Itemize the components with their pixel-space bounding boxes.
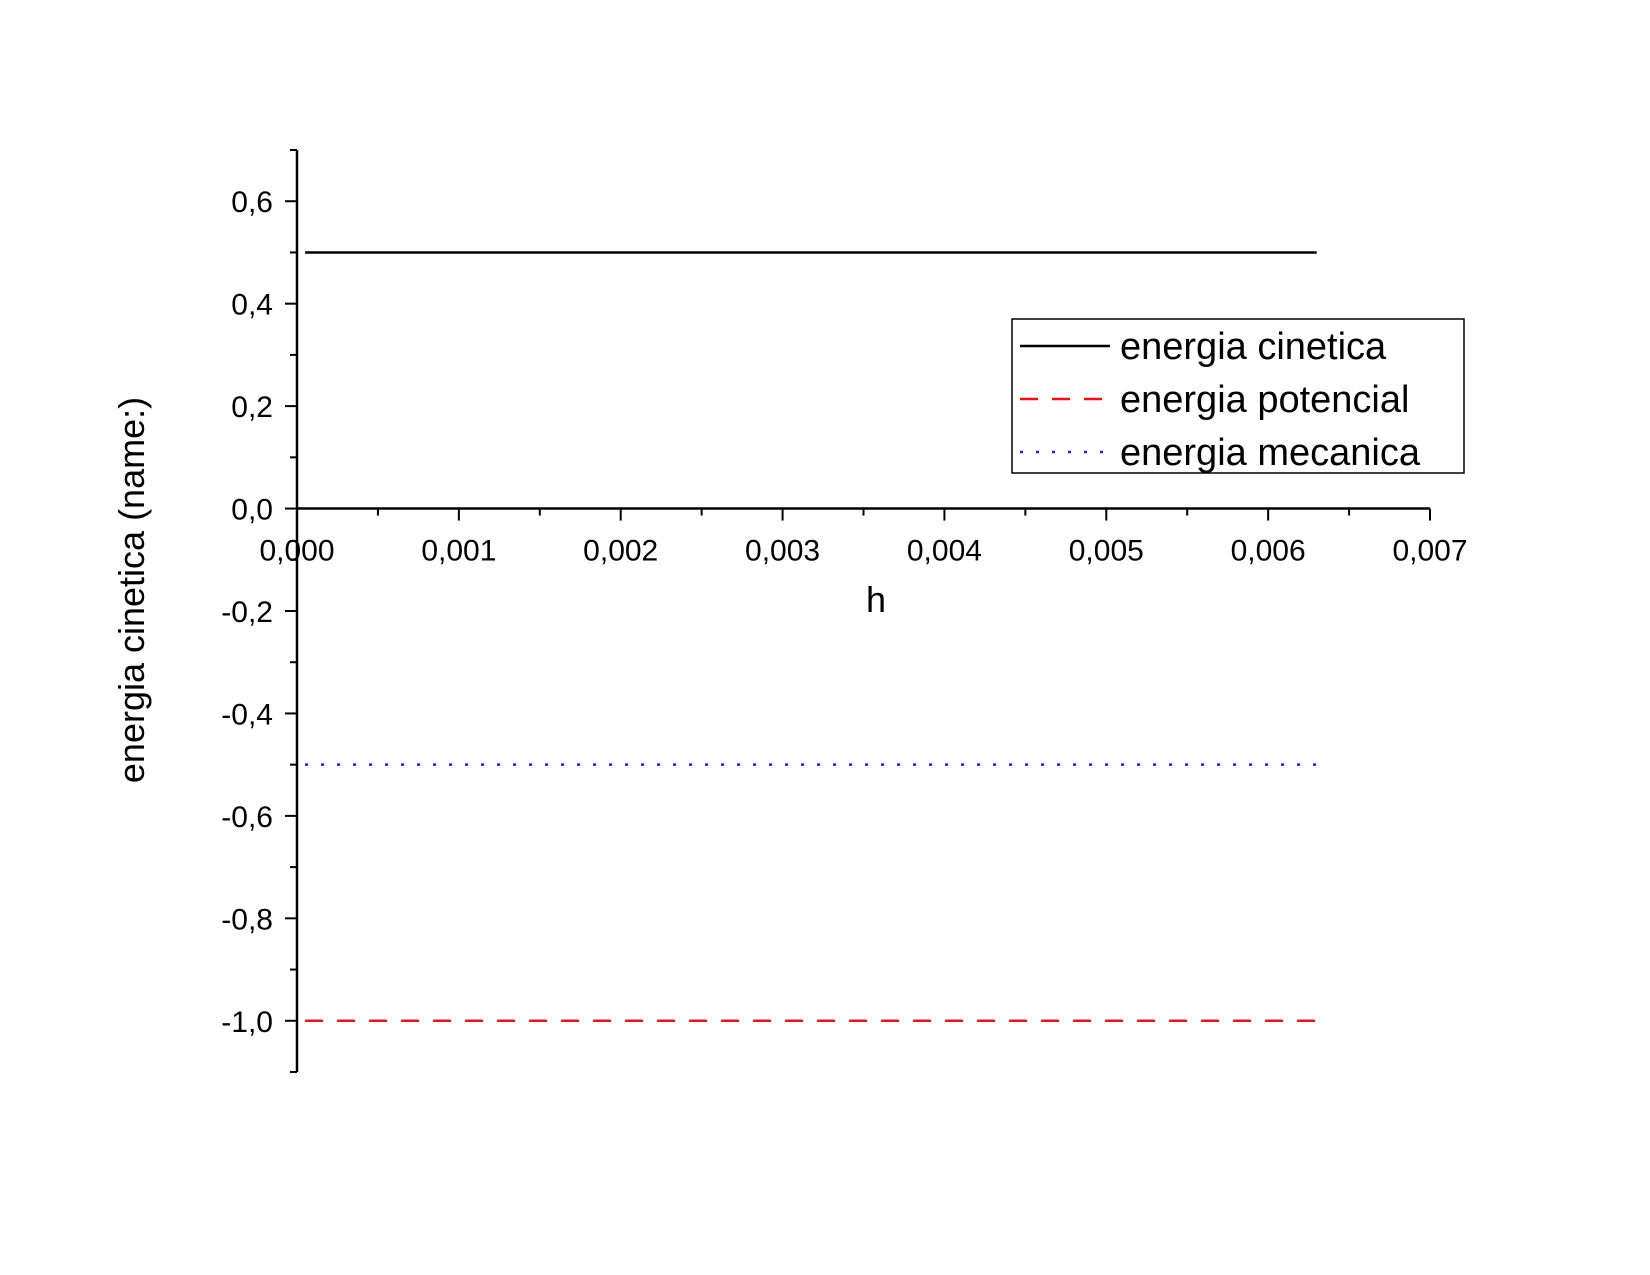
x-tick-label: 0,007 [1392, 535, 1467, 568]
x-tick-label: 0,004 [907, 535, 982, 568]
x-tick-label: 0,006 [1231, 535, 1306, 568]
x-axis-title: h [866, 579, 886, 620]
x-tick-label: 0,002 [583, 535, 658, 568]
y-tick-label: -0,8 [221, 903, 273, 936]
x-tick-label: 0,001 [421, 535, 496, 568]
series-layer [305, 251, 1317, 1023]
legend-label-1: energia cinetica [1120, 326, 1387, 368]
y-tick-label: 0,2 [231, 391, 273, 424]
y-tick-label: 0,0 [231, 494, 273, 527]
legend-box [1011, 318, 1465, 474]
x-tick-label: 0,000 [259, 535, 334, 568]
legend-label-2: energia potencial [1120, 379, 1409, 421]
y-tick-label: 0,4 [231, 289, 273, 322]
x-tick-label: 0,003 [745, 535, 820, 568]
y-axis-title: energia cinetica (name:) [111, 397, 152, 783]
y-tick-label: -0,4 [221, 698, 273, 731]
axes-layer: 0,6 0,4 0,2 0,0 -0,2 -0,4 -0,6 -0,8 -1,0 0,000 0,0… [221, 149, 1468, 1073]
y-tick-label: -1,0 [221, 1006, 273, 1039]
y-tick-label: 0,6 [231, 186, 273, 219]
y-tick-label: -0,2 [221, 596, 273, 629]
y-tick-label: -0,6 [221, 801, 273, 834]
legend: energia cinetica energia potencial energia… [1011, 318, 1465, 474]
x-tick-label: 0,005 [1069, 535, 1144, 568]
legend-label-3: energia mecanica [1120, 432, 1421, 474]
